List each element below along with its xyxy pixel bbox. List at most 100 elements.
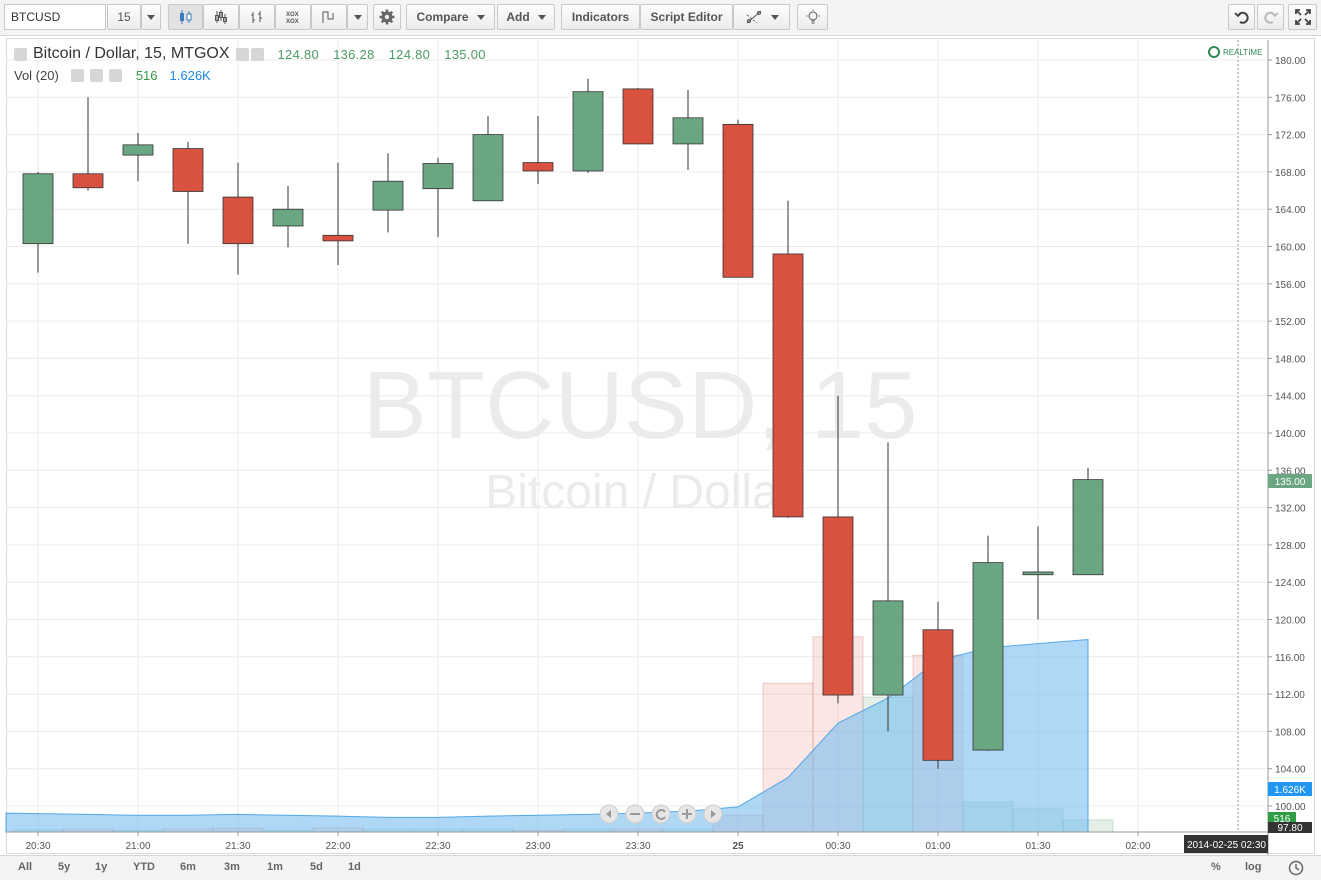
hollow-candles-icon: [215, 10, 227, 24]
symbol-star-icon[interactable]: [14, 47, 27, 61]
candle-body: [372, 180, 404, 211]
vol-badge: [1268, 812, 1296, 824]
candle-body: [472, 134, 504, 202]
candle[interactable]: [272, 185, 304, 248]
y-tick-label: 124.00: [1275, 578, 1306, 589]
legend-close: 135.00: [444, 46, 486, 62]
candle[interactable]: [372, 153, 404, 233]
eye-icon[interactable]: [235, 47, 249, 61]
candle[interactable]: [472, 115, 504, 202]
log-scale-toggle[interactable]: log: [1245, 861, 1262, 873]
candle[interactable]: [922, 601, 954, 769]
range-button-5d[interactable]: 5d: [310, 861, 323, 873]
redo-button[interactable]: [1257, 4, 1284, 30]
range-button-5y[interactable]: 5y: [58, 861, 71, 873]
legend-high: 136.28: [333, 46, 375, 62]
add-button[interactable]: Add: [497, 4, 555, 30]
range-button-3m[interactable]: 3m: [224, 861, 240, 873]
candle[interactable]: [672, 89, 704, 171]
indicators-button[interactable]: Indicators: [561, 4, 640, 30]
fullscreen-button[interactable]: [1288, 4, 1317, 30]
last-price-badge-text: 135.00: [1275, 477, 1306, 488]
candle[interactable]: [322, 162, 354, 266]
bars-style-button[interactable]: [239, 4, 275, 30]
legend-title: Bitcoin / Dollar, 15, MTGOX: [33, 45, 230, 62]
candle[interactable]: [622, 87, 654, 145]
undo-icon: [1233, 11, 1249, 24]
x-tick-label: 02:00: [1125, 841, 1150, 852]
candle[interactable]: [872, 442, 904, 732]
chart-style-dropdown[interactable]: [347, 4, 368, 30]
candle[interactable]: [22, 171, 54, 273]
candle[interactable]: [172, 142, 204, 244]
percent-scale-toggle[interactable]: %: [1211, 861, 1221, 873]
candle-body: [572, 91, 604, 172]
range-button-1y[interactable]: 1y: [95, 861, 108, 873]
candle[interactable]: [722, 119, 754, 278]
volume-settings-icon[interactable]: [89, 69, 103, 82]
volume-eye-icon[interactable]: [70, 69, 84, 82]
drawing-tools-icon: [746, 10, 761, 24]
volume-close-icon[interactable]: [108, 69, 122, 82]
vol-ma-badge-text: 1.626K: [1274, 785, 1306, 796]
settings-small-icon[interactable]: [250, 47, 264, 61]
candle[interactable]: [972, 535, 1004, 751]
candle[interactable]: [1022, 526, 1054, 620]
y-tick-label: 104.00: [1275, 765, 1306, 776]
candle[interactable]: [72, 97, 104, 191]
y-tick-label: 164.00: [1275, 205, 1306, 216]
drawing-tools-button[interactable]: [733, 4, 790, 30]
candle-body: [822, 516, 854, 696]
zoom-in-button[interactable]: [677, 804, 697, 824]
candles-icon: [179, 10, 191, 24]
candle-body: [222, 196, 254, 245]
scroll-left-button[interactable]: [599, 804, 619, 824]
kagi-icon: [322, 11, 334, 23]
candle[interactable]: [422, 157, 454, 238]
candle[interactable]: [772, 200, 804, 518]
candle[interactable]: [222, 162, 254, 275]
range-button-ytd[interactable]: YTD: [133, 861, 155, 873]
range-button-all[interactable]: All: [18, 861, 33, 873]
redo-icon: [1263, 11, 1279, 24]
fullscreen-icon: [1294, 9, 1311, 25]
candles-style-button[interactable]: [168, 4, 203, 30]
candle[interactable]: [122, 132, 154, 182]
interval-dropdown-button[interactable]: [141, 4, 161, 30]
idea-button[interactable]: [797, 4, 828, 30]
candle[interactable]: [1072, 467, 1104, 576]
candle-body: [72, 173, 104, 189]
interval-select[interactable]: 15: [107, 4, 141, 30]
legend-low: 124.80: [388, 46, 431, 62]
x-tick-label: 20:30: [25, 841, 50, 852]
chart-frame[interactable]: [6, 38, 1315, 854]
y-tick-label: 100.00: [1275, 802, 1306, 813]
point-figure-button[interactable]: XOX XOX: [275, 4, 311, 30]
candle[interactable]: [572, 78, 604, 173]
hollow-candles-button[interactable]: [203, 4, 239, 30]
settings-button[interactable]: [373, 4, 401, 30]
candle-body: [522, 162, 554, 172]
reset-zoom-button[interactable]: [651, 804, 671, 824]
y-tick-label: 172.00: [1275, 131, 1306, 142]
scroll-right-button[interactable]: [703, 804, 723, 824]
date-badge: [1184, 835, 1268, 853]
realtime-label: REALTIME: [1223, 47, 1263, 57]
range-button-1m[interactable]: 1m: [267, 861, 283, 873]
zoom-out-button[interactable]: [625, 804, 645, 824]
kagi-style-button[interactable]: [311, 4, 347, 30]
clock-icon: [1208, 46, 1220, 58]
timezone-clock-icon[interactable]: [1288, 860, 1304, 876]
candle[interactable]: [822, 395, 854, 704]
range-button-6m[interactable]: 6m: [180, 861, 196, 873]
legend-open: 124.80: [277, 46, 320, 62]
candle[interactable]: [522, 115, 554, 185]
range-button-1d[interactable]: 1d: [348, 861, 361, 873]
compare-button[interactable]: Compare: [406, 4, 495, 30]
candle-body: [622, 88, 654, 145]
script-editor-button[interactable]: Script Editor: [640, 4, 733, 30]
undo-button[interactable]: [1228, 4, 1255, 30]
symbol-input[interactable]: [4, 4, 106, 30]
